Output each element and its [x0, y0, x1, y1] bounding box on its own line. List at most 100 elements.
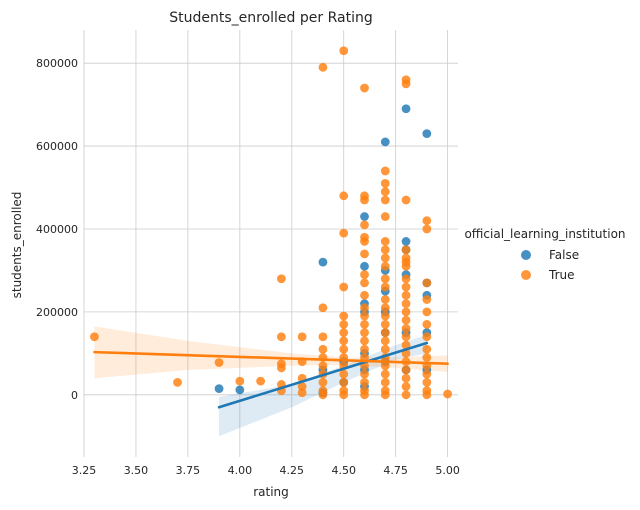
x-axis-label: rating — [253, 485, 289, 499]
data-point-true — [380, 328, 390, 338]
data-point-true — [360, 237, 369, 246]
data-point-true — [360, 195, 369, 205]
data-point-true — [360, 278, 369, 288]
data-point-true — [339, 311, 349, 321]
data-point-true — [360, 390, 369, 400]
data-point-true — [360, 83, 369, 93]
data-point-true — [173, 377, 182, 387]
data-point-true — [422, 307, 432, 317]
data-point-true — [339, 228, 349, 238]
y-tick-label: 600000 — [36, 140, 78, 153]
data-point-true — [401, 282, 411, 292]
data-point-true — [318, 377, 328, 387]
x-tick-label: 3.75 — [176, 464, 201, 477]
x-tick-label: 4.00 — [228, 464, 253, 477]
data-point-true — [380, 178, 390, 188]
data-point-true — [401, 382, 411, 391]
data-point-true — [401, 79, 411, 89]
data-point-true — [360, 328, 369, 338]
data-point-true — [276, 332, 286, 342]
data-point-true — [297, 382, 307, 391]
data-point-true — [422, 216, 432, 226]
data-point-true — [276, 363, 286, 373]
data-point-true — [380, 274, 390, 284]
y-tick-label: 400000 — [36, 223, 78, 236]
data-point-true — [360, 369, 369, 379]
data-point-true — [339, 344, 349, 354]
data-point-true — [339, 390, 349, 400]
data-point-true — [443, 389, 453, 399]
x-tick-label: 3.25 — [72, 464, 97, 477]
data-point-true — [297, 388, 307, 398]
x-tick-labels: 3.25 3.50 3.75 4.00 4.25 4.50 4.75 5.00 — [72, 464, 460, 477]
data-point-true — [339, 191, 349, 201]
x-tick-label: 4.75 — [383, 464, 408, 477]
data-point-true — [380, 166, 390, 176]
data-point-false — [214, 384, 224, 393]
data-point-true — [401, 315, 411, 325]
data-point-true — [339, 46, 349, 56]
x-tick-label: 5.00 — [435, 464, 460, 477]
data-point-true — [318, 332, 328, 342]
data-point-true — [401, 324, 411, 333]
data-point-true — [380, 377, 390, 387]
data-point-true — [360, 303, 369, 313]
data-point-true — [318, 361, 328, 371]
data-point-true — [380, 212, 390, 221]
data-point-false — [401, 237, 411, 246]
data-point-true — [89, 332, 99, 342]
data-point-false — [360, 212, 369, 221]
data-point-true — [318, 390, 328, 400]
data-point-true — [360, 249, 369, 259]
legend-title: official_learning_institution — [464, 227, 625, 241]
data-points — [89, 46, 453, 400]
data-point-true — [360, 270, 369, 279]
legend-label-false: False — [549, 248, 579, 262]
data-point-true — [380, 261, 390, 271]
data-point-true — [422, 390, 432, 400]
data-point-true — [422, 353, 432, 362]
chart-title: Students_enrolled per Rating — [169, 10, 372, 26]
x-tick-label: 4.50 — [331, 464, 356, 477]
data-point-true — [380, 336, 390, 346]
y-tick-label: 800000 — [36, 57, 78, 70]
data-point-true — [380, 187, 390, 197]
data-point-false — [235, 385, 245, 395]
legend-marker-false — [521, 250, 531, 260]
y-tick-label: 0 — [71, 389, 78, 402]
regression-line-true — [93, 350, 449, 366]
data-point-true — [380, 245, 390, 255]
data-point-true — [256, 376, 266, 386]
data-point-true — [422, 369, 432, 379]
data-point-true — [339, 319, 349, 329]
data-point-true — [380, 253, 390, 263]
data-point-true — [422, 295, 432, 304]
data-point-true — [380, 237, 390, 246]
y-tick-label: 200000 — [36, 306, 78, 319]
data-point-true — [422, 344, 432, 354]
x-tick-label: 3.50 — [124, 464, 149, 477]
legend-marker-true — [521, 270, 531, 280]
data-point-true — [401, 299, 411, 309]
legend-label-true: True — [548, 268, 575, 282]
data-point-true — [380, 390, 390, 400]
data-point-true — [360, 319, 369, 329]
data-point-true — [339, 336, 349, 346]
data-point-true — [339, 282, 349, 292]
x-gridlines — [83, 30, 449, 457]
data-point-true — [380, 319, 390, 329]
data-point-true — [380, 311, 390, 321]
x-tick-label: 4.25 — [280, 464, 305, 477]
data-point-true — [297, 332, 307, 342]
data-point-true — [318, 344, 328, 354]
y-tick-labels: 0 200000 400000 600000 800000 — [36, 57, 78, 402]
data-point-true — [276, 274, 286, 284]
data-point-true — [422, 319, 432, 329]
data-point-true — [380, 369, 390, 379]
data-point-true — [401, 307, 411, 317]
data-point-true — [360, 290, 369, 300]
data-point-true — [318, 303, 328, 313]
data-point-true — [401, 274, 411, 284]
data-point-false — [401, 104, 411, 114]
